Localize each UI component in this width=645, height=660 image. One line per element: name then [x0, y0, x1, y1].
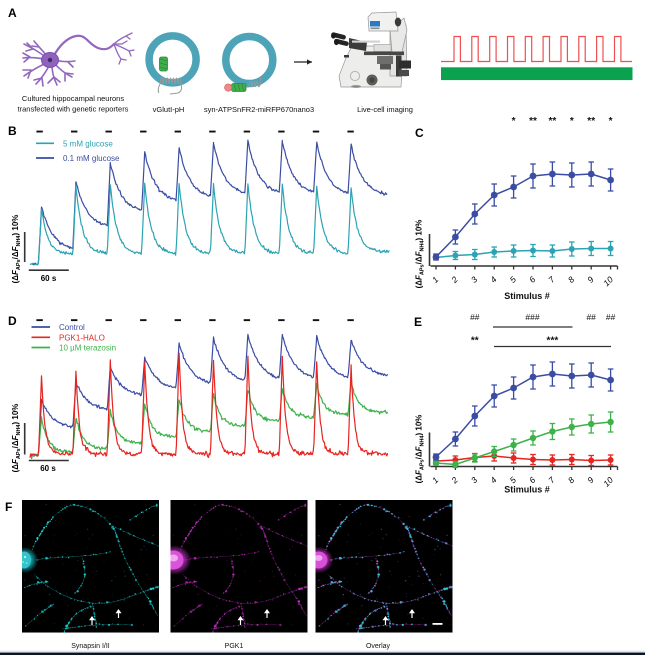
svg-text:10 µM terazosin: 10 µM terazosin: [59, 344, 116, 353]
svg-text:###: ###: [525, 312, 539, 322]
svg-text:**: **: [471, 336, 479, 347]
svg-text:5: 5: [508, 274, 519, 285]
svg-text:B: B: [8, 124, 17, 138]
svg-text:9: 9: [585, 274, 596, 285]
svg-text:60 s: 60 s: [40, 464, 56, 473]
svg-text:6: 6: [527, 475, 538, 486]
svg-text:syn-ATPSnFR2-miRFP670nano3: syn-ATPSnFR2-miRFP670nano3: [204, 105, 314, 114]
svg-text:Overlay: Overlay: [366, 643, 391, 650]
svg-text:2: 2: [449, 475, 460, 486]
svg-text:1: 1: [430, 475, 441, 486]
svg-text:(ΔFAPs/ΔFNH4) 10%: (ΔFAPs/ΔFNH4) 10%: [11, 404, 22, 473]
svg-text:8: 8: [566, 475, 577, 486]
svg-text:6: 6: [527, 274, 538, 285]
svg-text:Stimulus #: Stimulus #: [504, 291, 550, 301]
svg-text:**: **: [549, 116, 557, 127]
svg-text:PGK1: PGK1: [225, 643, 244, 650]
svg-text:Stimulus #: Stimulus #: [504, 485, 550, 495]
svg-text:(ΔFAPs/ΔFNH4) 10%: (ΔFAPs/ΔFNH4) 10%: [415, 220, 426, 289]
svg-text:4: 4: [488, 274, 499, 285]
svg-text:*: *: [609, 116, 613, 127]
svg-text:**: **: [529, 116, 537, 127]
svg-text:##: ##: [606, 312, 616, 322]
svg-text:vGlutI-pH: vGlutI-pH: [153, 105, 185, 114]
svg-text:**: **: [587, 116, 595, 127]
svg-text:D: D: [8, 314, 17, 328]
svg-text:Control: Control: [59, 323, 85, 332]
svg-text:***: ***: [547, 336, 559, 347]
svg-text:60 s: 60 s: [41, 274, 57, 283]
svg-text:5: 5: [508, 475, 519, 486]
svg-text:E: E: [414, 315, 422, 329]
svg-text:*: *: [570, 116, 574, 127]
svg-text:9: 9: [585, 475, 596, 486]
svg-text:1: 1: [430, 274, 441, 285]
svg-text:Cultured hippocampal neurons: Cultured hippocampal neurons: [22, 94, 124, 103]
svg-text:7: 7: [546, 274, 557, 285]
svg-text:7: 7: [546, 475, 557, 486]
svg-text:*: *: [512, 116, 516, 127]
svg-text:Synapsin I/II: Synapsin I/II: [71, 643, 110, 650]
svg-text:##: ##: [586, 312, 596, 322]
svg-text:C: C: [415, 126, 424, 140]
svg-text:2: 2: [449, 274, 460, 285]
svg-text:##: ##: [470, 312, 480, 322]
svg-text:4: 4: [488, 475, 499, 486]
svg-text:A: A: [8, 6, 17, 20]
svg-text:3: 3: [469, 475, 480, 486]
svg-text:0.1 mM glucose: 0.1 mM glucose: [63, 154, 120, 163]
svg-text:5 mM glucose: 5 mM glucose: [63, 140, 113, 149]
svg-text:transfected with genetic repor: transfected with genetic reporters: [18, 105, 129, 114]
svg-text:F: F: [5, 500, 12, 514]
svg-text:8: 8: [566, 274, 577, 285]
svg-text:(ΔFAPs/ΔFNH4) 10%: (ΔFAPs/ΔFNH4) 10%: [11, 215, 22, 284]
svg-text:3: 3: [469, 274, 480, 285]
svg-text:(ΔFAPs/ΔFNH4) 10%: (ΔFAPs/ΔFNH4) 10%: [415, 415, 426, 484]
svg-text:PGK1-HALO: PGK1-HALO: [59, 333, 105, 342]
svg-text:Live-cell imaging: Live-cell imaging: [357, 105, 413, 114]
